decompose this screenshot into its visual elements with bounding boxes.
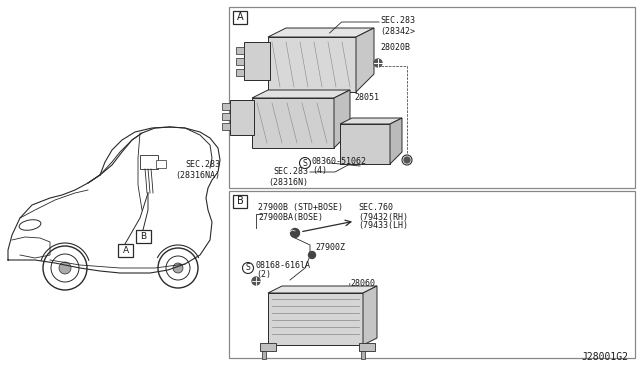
Bar (252, 98, 334, 148)
Circle shape (252, 277, 260, 285)
Text: A: A (237, 13, 243, 22)
Text: B: B (237, 196, 243, 206)
Circle shape (59, 262, 71, 274)
Polygon shape (390, 118, 402, 164)
Text: SEC.283
(28316NA): SEC.283 (28316NA) (175, 160, 220, 180)
Bar (156, 160, 166, 168)
Text: (79433(LH): (79433(LH) (358, 221, 408, 230)
Bar (222, 113, 230, 120)
Polygon shape (268, 286, 377, 293)
Bar (229, 7, 635, 188)
Bar (340, 124, 390, 164)
Text: 27900Z: 27900Z (315, 244, 345, 253)
Circle shape (51, 254, 79, 282)
Bar (268, 293, 363, 345)
Circle shape (402, 155, 412, 165)
Bar (233, 195, 247, 208)
Ellipse shape (19, 220, 41, 230)
Bar (118, 244, 133, 257)
Bar (140, 155, 158, 169)
Circle shape (374, 59, 382, 67)
Text: J28001G2: J28001G2 (581, 352, 628, 362)
Text: 28020B: 28020B (380, 44, 410, 52)
Text: 28060: 28060 (350, 279, 375, 288)
Bar (361, 351, 365, 359)
Text: S: S (303, 158, 307, 167)
Text: B: B (140, 232, 147, 241)
Bar (230, 100, 254, 135)
Text: 08168-616lA: 08168-616lA (256, 260, 311, 269)
Circle shape (300, 157, 310, 169)
Polygon shape (356, 28, 374, 92)
Bar (268, 37, 356, 92)
Text: (79432(RH): (79432(RH) (358, 213, 408, 222)
Bar (262, 351, 266, 359)
Bar (236, 69, 244, 76)
Circle shape (291, 228, 300, 237)
Text: S: S (246, 263, 250, 273)
Text: (2): (2) (256, 269, 271, 279)
Bar (136, 230, 151, 243)
Bar (236, 47, 244, 54)
Polygon shape (363, 286, 377, 345)
Bar (222, 123, 230, 130)
Circle shape (404, 157, 410, 163)
Circle shape (43, 246, 87, 290)
Polygon shape (334, 90, 350, 148)
Polygon shape (268, 28, 374, 37)
Circle shape (243, 263, 253, 273)
Polygon shape (340, 118, 402, 124)
Circle shape (173, 263, 183, 273)
Circle shape (308, 251, 316, 259)
Text: 27900B (STD+BOSE): 27900B (STD+BOSE) (258, 203, 343, 212)
Bar (229, 191, 635, 358)
Text: 27900BA(BOSE): 27900BA(BOSE) (258, 213, 323, 222)
Text: SEC.283
(28342>: SEC.283 (28342> (380, 16, 415, 36)
Text: A: A (122, 246, 129, 255)
Bar (359, 343, 375, 351)
Bar (222, 103, 230, 110)
Bar (244, 42, 270, 80)
Polygon shape (252, 90, 350, 98)
Text: 28051: 28051 (354, 93, 379, 103)
Text: (4): (4) (312, 167, 327, 176)
Circle shape (166, 256, 190, 280)
Bar (236, 58, 244, 65)
Text: SEC.283
(28316N): SEC.283 (28316N) (268, 167, 308, 187)
Bar (233, 11, 247, 24)
Text: 08360-51062: 08360-51062 (312, 157, 367, 166)
Circle shape (158, 248, 198, 288)
Text: SEC.760: SEC.760 (358, 203, 393, 212)
Bar (260, 343, 276, 351)
